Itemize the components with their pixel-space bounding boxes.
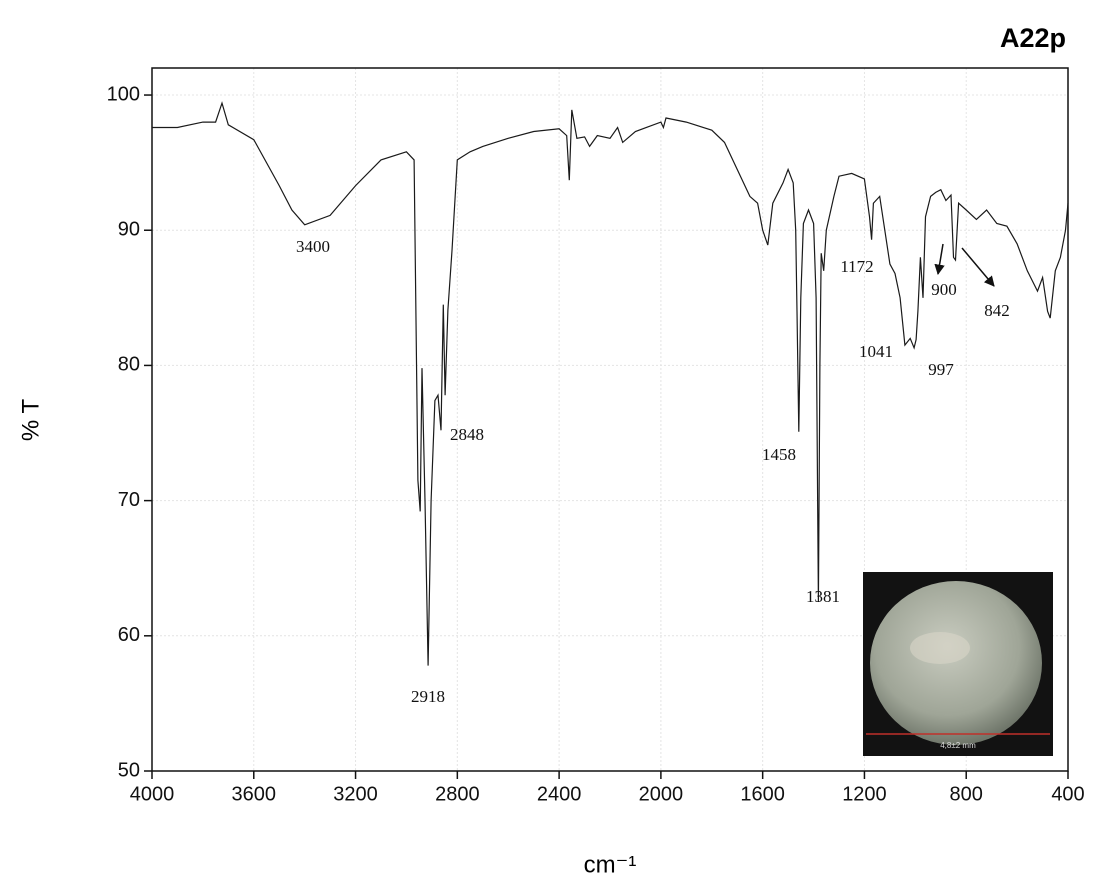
x-tick-label: 2000 [639, 783, 684, 805]
plot-frame [151, 67, 1069, 772]
peak-label: 1458 [762, 445, 796, 464]
x-tick-label: 3200 [333, 783, 378, 805]
arrow [934, 243, 945, 276]
peak-label: 900 [931, 280, 957, 299]
y-tick-label: 60 [118, 624, 140, 646]
inset-caption: 4,8±2 mm [940, 741, 976, 750]
arrow [961, 247, 995, 287]
x-tick-label: 400 [1051, 783, 1084, 805]
y-axis-label: % T [17, 399, 44, 442]
x-tick-label: 4000 [130, 783, 175, 805]
y-tick-label: 50 [118, 759, 140, 781]
peak-label: 1041 [859, 342, 893, 361]
y-tick-label: 90 [118, 219, 140, 241]
x-tick-label: 800 [950, 783, 983, 805]
spectrum-line [152, 101, 1069, 666]
peak-label: 842 [984, 301, 1010, 320]
x-tick-label: 2400 [537, 783, 582, 805]
peak-label: 1381 [806, 587, 840, 606]
x-axis-label: cm⁻¹ [584, 851, 637, 878]
x-tick-label: 3600 [232, 783, 277, 805]
x-tick-label: 2800 [435, 783, 480, 805]
peak-label: 997 [928, 360, 954, 379]
peak-label: 3400 [296, 237, 330, 256]
y-tick-label: 80 [118, 354, 140, 376]
x-tick-label: 1200 [842, 783, 887, 805]
x-tick-label: 1600 [740, 783, 785, 805]
chart-title: A22p [1000, 23, 1066, 53]
y-tick-label: 70 [118, 489, 140, 511]
peak-label: 1172 [840, 257, 873, 276]
inset-photo [863, 572, 1053, 756]
peak-label: 2918 [411, 687, 445, 706]
peak-label: 2848 [450, 425, 484, 444]
y-tick-label: 100 [107, 83, 140, 105]
